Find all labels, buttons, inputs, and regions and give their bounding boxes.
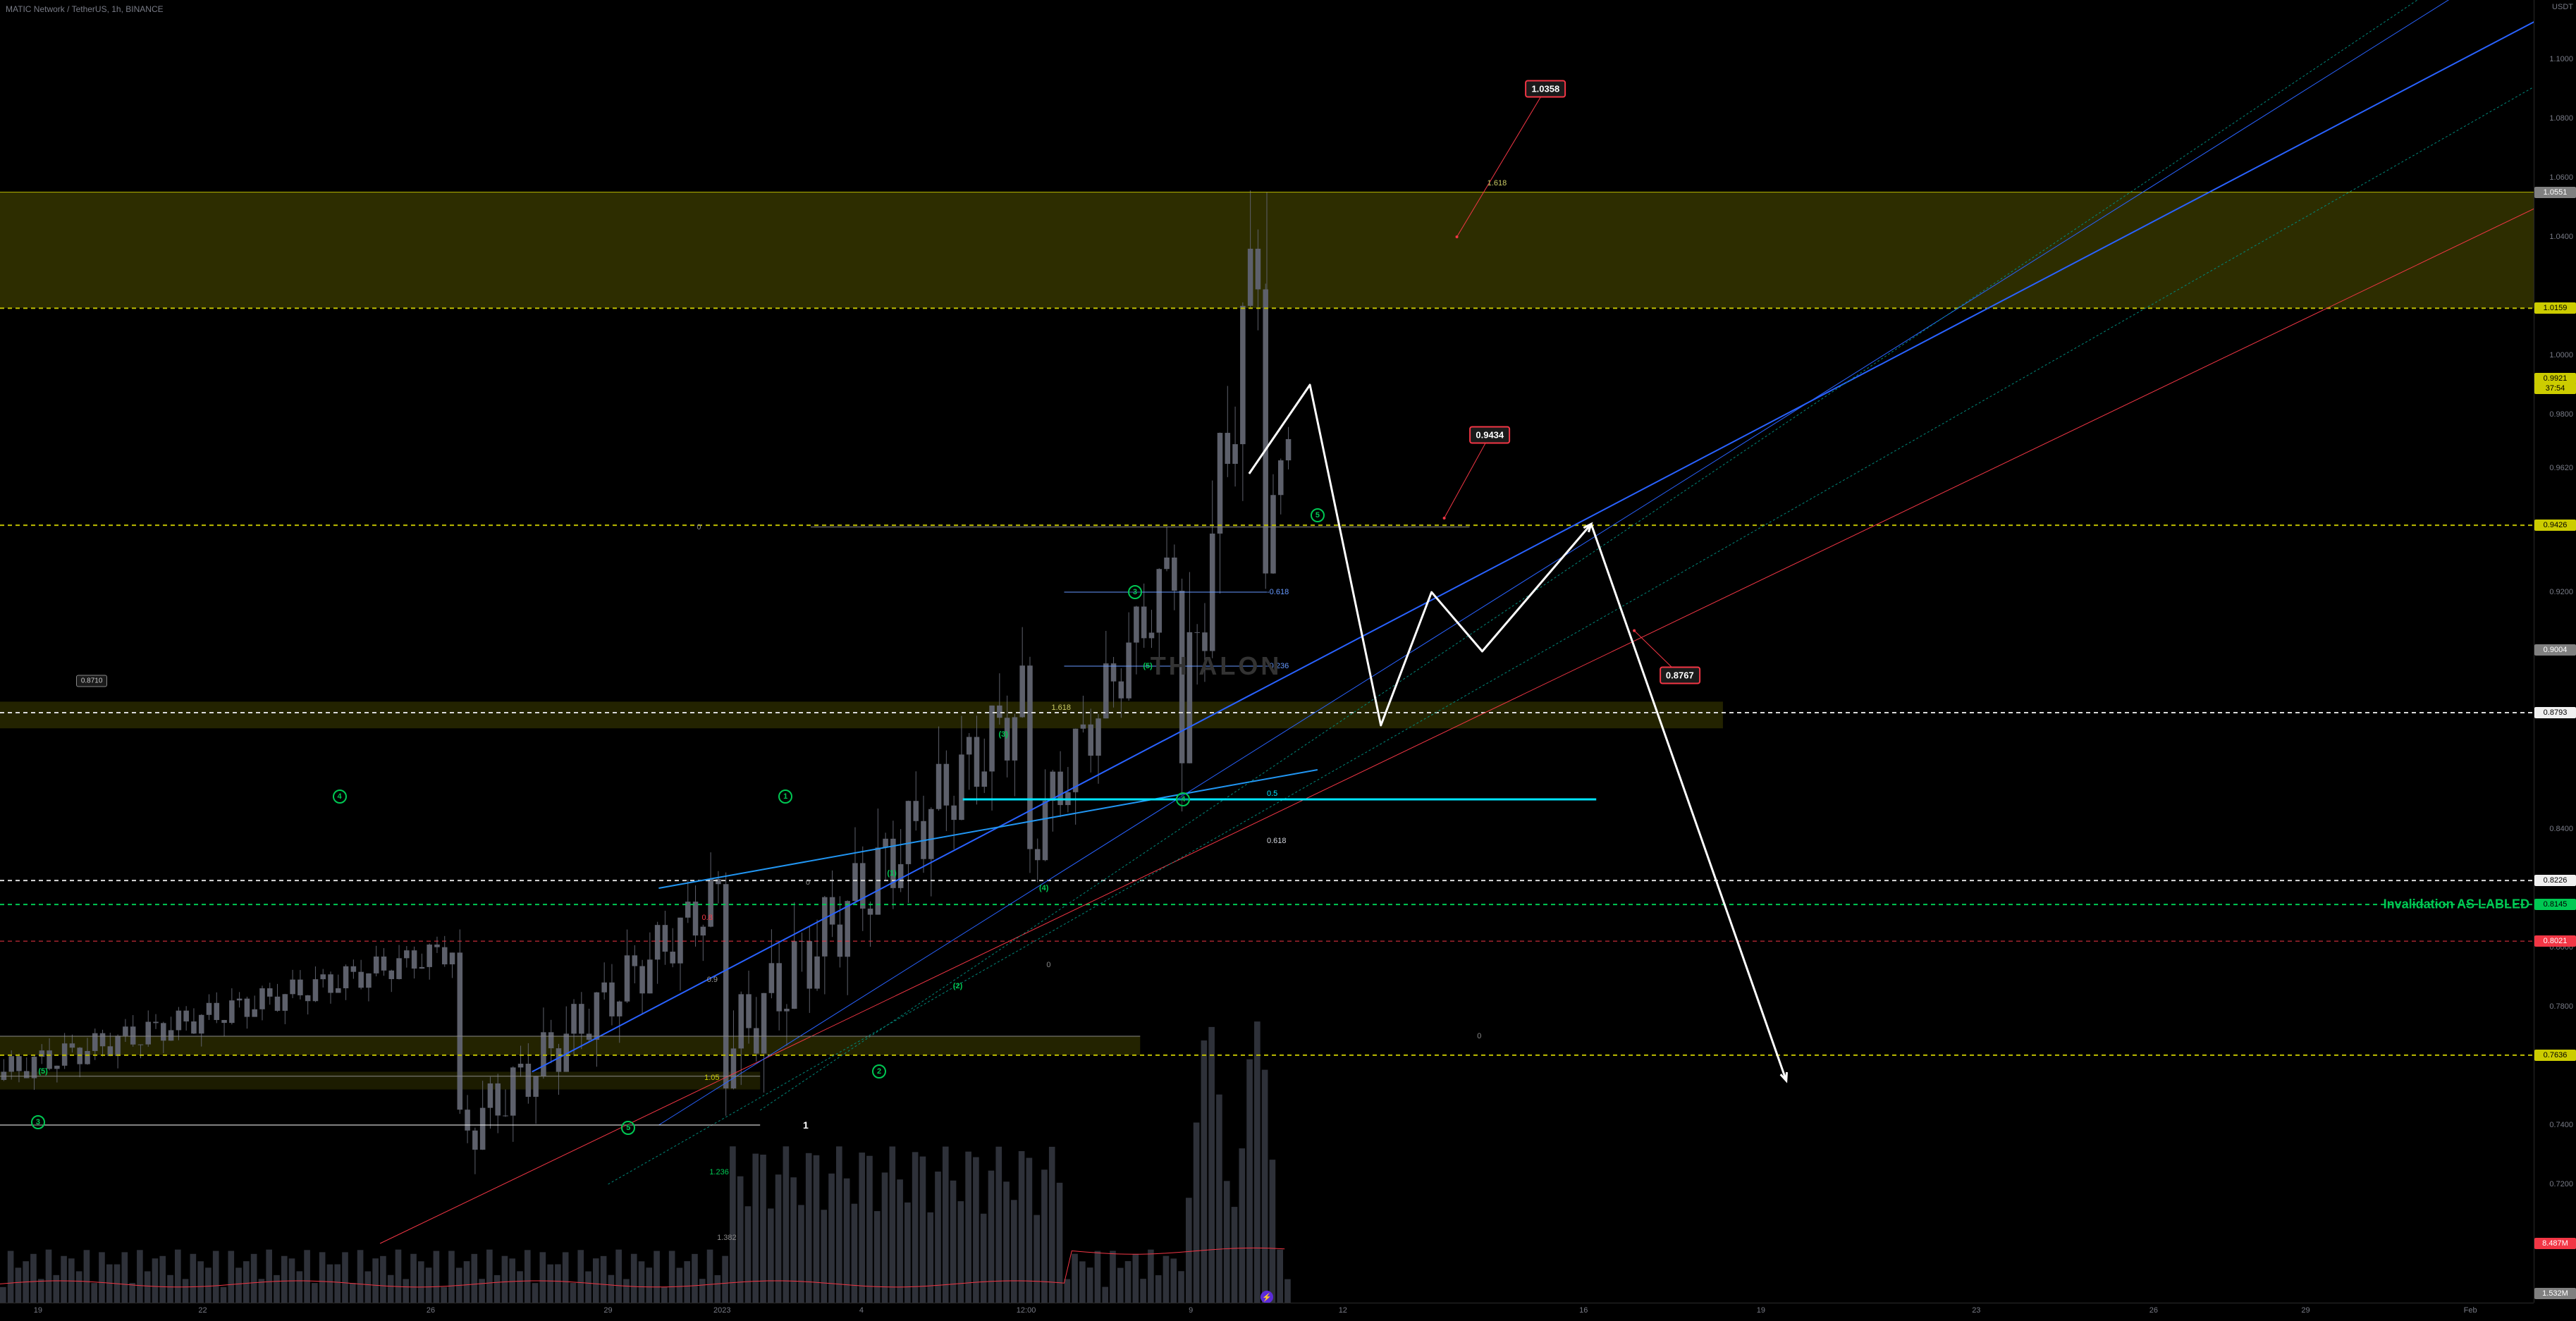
price-badge: 37:54	[2534, 383, 2576, 394]
foreground-overlay	[0, 0, 2534, 1303]
fib-level-label: 0	[1477, 1032, 1481, 1040]
fib-level-label: 1.382	[717, 1234, 737, 1242]
price-badge: 1.0159	[2534, 302, 2576, 314]
time-tick: 22	[198, 1306, 207, 1315]
price-tick: 0.7800	[2549, 1002, 2573, 1011]
elliott-subwave-label: (5)	[1143, 662, 1152, 670]
elliott-wave-label: 3	[31, 1115, 45, 1129]
price-badge: 0.9426	[2534, 520, 2576, 531]
price-tick: 1.0600	[2549, 173, 2573, 182]
price-badge: 0.8021	[2534, 935, 2576, 947]
price-tick: 0.9800	[2549, 410, 2573, 419]
chart-root: MATIC Network / TetherUS, 1h, BINANCE 1.…	[0, 0, 2576, 1321]
price-callout[interactable]: 1.0358	[1525, 80, 1566, 98]
lines-overlay	[0, 0, 2534, 1303]
elliott-subwave-label: (3)	[998, 730, 1007, 739]
price-tick: 0.9200	[2549, 588, 2573, 596]
fib-level-label: 0	[806, 878, 810, 887]
fib-level-label: 0.618	[1267, 837, 1287, 845]
price-tick: 0.8400	[2549, 825, 2573, 833]
price-tick: 0.7400	[2549, 1121, 2573, 1129]
time-tick: 23	[1972, 1306, 1980, 1315]
time-tick: 29	[2301, 1306, 2310, 1315]
time-tick: 12:00	[1017, 1306, 1036, 1315]
elliott-subwave-label: (1)	[887, 869, 896, 878]
watermark-text: TH ALON	[1151, 651, 1282, 681]
time-tick: 16	[1579, 1306, 1588, 1315]
price-axis[interactable]: USDT 1.1000 1.0800 1.0600 1.0400 1.0000 0.980…	[2534, 0, 2576, 1303]
price-badge: 8.487M	[2534, 1238, 2576, 1249]
time-tick: 29	[603, 1306, 612, 1315]
time-tick: 19	[34, 1306, 42, 1315]
fib-level-label: 1.618	[1488, 179, 1507, 188]
fib-level-label: 0.9	[707, 976, 718, 984]
elliott-subwave-label: (4)	[1039, 884, 1048, 892]
background-overlay	[0, 0, 2534, 1303]
price-callout[interactable]: 0.9434	[1469, 426, 1510, 444]
elliott-wave-label: 5	[621, 1121, 635, 1135]
elliott-wave-label: 3	[1128, 585, 1142, 599]
time-tick: 2023	[713, 1306, 730, 1315]
price-tick: 1.0400	[2549, 233, 2573, 241]
fib-level-label: 1.618	[1052, 703, 1072, 712]
elliott-wave-label: 4	[333, 789, 347, 804]
fib-level-label: 0	[697, 523, 701, 532]
price-callout[interactable]: 0.8767	[1660, 666, 1700, 684]
fib-level-label: 0.8	[702, 914, 713, 922]
time-tick: 12	[1339, 1306, 1347, 1315]
fib-level-label: -0.618	[1267, 588, 1289, 596]
quote-currency-label: USDT	[2552, 3, 2573, 11]
time-tick: Feb	[2464, 1306, 2477, 1315]
elliott-wave-label: 1	[778, 789, 792, 804]
symbol-title[interactable]: MATIC Network / TetherUS, 1h, BINANCE	[6, 4, 164, 14]
price-tick: 1.0800	[2549, 114, 2573, 123]
invalidation-label: Invalidation AS LABLED	[2384, 897, 2529, 912]
time-tick: 26	[2149, 1306, 2158, 1315]
price-badge: 1.532M	[2534, 1288, 2576, 1299]
elliott-wave-label: 2	[872, 1064, 886, 1079]
price-badge: 0.8793	[2534, 707, 2576, 718]
go-to-realtime-icon[interactable]: ⚡	[1261, 1291, 1273, 1303]
side-price-badge: 0.8710	[76, 675, 108, 687]
fib-level-label: 1.236	[709, 1168, 729, 1176]
elliott-subwave-label: (5)	[38, 1067, 47, 1076]
price-badge: 0.9004	[2534, 644, 2576, 656]
price-tick: 0.7200	[2549, 1180, 2573, 1188]
time-tick: 19	[1757, 1306, 1765, 1315]
time-tick: 26	[427, 1306, 435, 1315]
fib-level-label: 0.5	[1267, 789, 1277, 798]
elliott-wave-label: 5	[1311, 508, 1325, 522]
elliott-subwave-label: (2)	[953, 982, 962, 990]
price-badge: 0.7636	[2534, 1050, 2576, 1061]
fib-level-label: -0.236	[1267, 662, 1289, 670]
wave-degree-label: 1	[803, 1119, 809, 1131]
fib-level-label: 0	[1046, 961, 1050, 969]
chart-plot-area[interactable]: MATIC Network / TetherUS, 1h, BINANCE 1.…	[0, 0, 2534, 1303]
price-tick: 1.0000	[2549, 351, 2573, 360]
price-badge: 0.8226	[2534, 875, 2576, 886]
fib-level-label: 1.05	[704, 1074, 719, 1082]
price-badge: 1.0551	[2534, 187, 2576, 198]
time-tick: 9	[1189, 1306, 1193, 1315]
candle-layer	[0, 0, 2534, 1303]
time-axis[interactable]: 19 22 26 29 2023 4 12:00 9 12 16 19 23 26 29 Feb	[0, 1303, 2534, 1321]
price-badge: 0.8145	[2534, 899, 2576, 910]
price-tick: 1.1000	[2549, 55, 2573, 63]
time-tick: 4	[859, 1306, 864, 1315]
price-tick: 0.9620	[2549, 464, 2573, 472]
elliott-wave-label: 4	[1176, 792, 1190, 806]
